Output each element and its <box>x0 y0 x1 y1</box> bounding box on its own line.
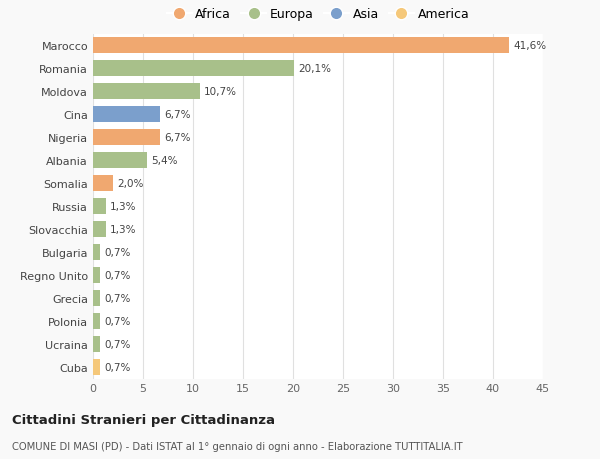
Bar <box>93 198 106 215</box>
Text: 0,7%: 0,7% <box>104 247 130 257</box>
Bar <box>93 244 100 261</box>
Bar <box>93 336 100 353</box>
Text: 6,7%: 6,7% <box>164 110 191 120</box>
Text: COMUNE DI MASI (PD) - Dati ISTAT al 1° gennaio di ogni anno - Elaborazione TUTTI: COMUNE DI MASI (PD) - Dati ISTAT al 1° g… <box>12 441 463 451</box>
Text: 1,3%: 1,3% <box>110 224 137 235</box>
Text: 5,4%: 5,4% <box>151 156 178 166</box>
Bar <box>93 175 113 192</box>
Bar <box>93 359 100 375</box>
Text: 41,6%: 41,6% <box>513 41 546 51</box>
Text: 0,7%: 0,7% <box>104 316 130 326</box>
Text: Cittadini Stranieri per Cittadinanza: Cittadini Stranieri per Cittadinanza <box>12 413 275 426</box>
Text: 6,7%: 6,7% <box>164 133 191 143</box>
Bar <box>93 61 294 77</box>
Text: 1,3%: 1,3% <box>110 202 137 212</box>
Bar <box>93 290 100 307</box>
Bar <box>93 313 100 330</box>
Text: 0,7%: 0,7% <box>104 293 130 303</box>
Text: 0,7%: 0,7% <box>104 339 130 349</box>
Text: 10,7%: 10,7% <box>204 87 237 97</box>
Bar <box>93 129 160 146</box>
Text: 0,7%: 0,7% <box>104 362 130 372</box>
Bar <box>93 106 160 123</box>
Text: 2,0%: 2,0% <box>117 179 143 189</box>
Text: 0,7%: 0,7% <box>104 270 130 280</box>
Bar <box>93 152 147 169</box>
Text: 20,1%: 20,1% <box>298 64 331 74</box>
Bar <box>93 221 106 238</box>
Legend: Africa, Europa, Asia, America: Africa, Europa, Asia, America <box>167 8 469 21</box>
Bar <box>93 267 100 284</box>
Bar <box>93 84 200 100</box>
Bar <box>93 38 509 54</box>
